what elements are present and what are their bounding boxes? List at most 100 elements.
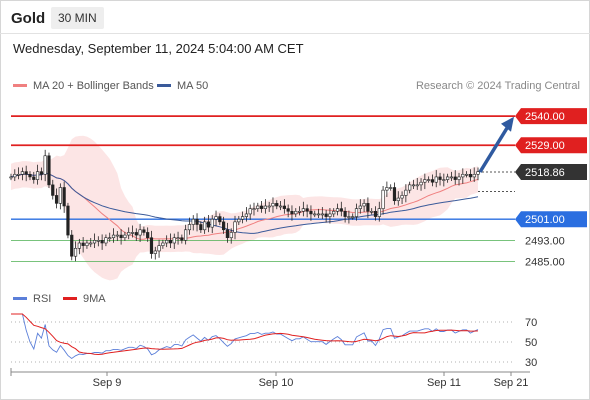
candle-body bbox=[362, 203, 366, 207]
candle-body bbox=[263, 205, 267, 209]
ma20-line bbox=[10, 172, 479, 240]
legend-ma50: MA 50 bbox=[157, 80, 208, 92]
level-label-2501.00: 2501.00 bbox=[525, 214, 565, 226]
candle-body bbox=[396, 197, 400, 202]
level-tag-2501.00 bbox=[515, 211, 587, 228]
candle-body bbox=[404, 189, 408, 196]
candle-body bbox=[28, 173, 32, 178]
candle-body bbox=[290, 210, 294, 215]
candle-body bbox=[389, 187, 393, 189]
candle-body bbox=[180, 237, 184, 241]
x-tick-label: Sep 9 bbox=[93, 377, 122, 389]
candle-body bbox=[301, 208, 305, 212]
candle-body bbox=[24, 171, 28, 175]
candle-body bbox=[146, 232, 150, 239]
candle-body bbox=[191, 218, 195, 225]
candle-body bbox=[47, 155, 51, 186]
candle-body bbox=[134, 232, 138, 236]
candle-body bbox=[165, 240, 169, 244]
candle-body bbox=[381, 189, 385, 209]
candle-body bbox=[256, 205, 260, 209]
candle-body bbox=[237, 218, 241, 223]
candle-body bbox=[81, 242, 85, 246]
candle-body bbox=[252, 208, 256, 210]
header-bar: Gold 30 MIN bbox=[0, 0, 590, 34]
candle-body bbox=[77, 242, 81, 249]
candle-body bbox=[476, 171, 480, 175]
candle-body bbox=[39, 171, 43, 175]
ma20-swatch bbox=[13, 83, 27, 87]
candle-body bbox=[385, 187, 389, 191]
ma50-swatch bbox=[157, 83, 171, 87]
candle-body bbox=[35, 171, 40, 180]
candle-body bbox=[446, 176, 450, 180]
legend-9ma-label: 9MA bbox=[83, 293, 106, 305]
candle-body bbox=[316, 213, 321, 216]
candle-body bbox=[343, 210, 347, 217]
candle-body bbox=[358, 205, 362, 209]
candle-body bbox=[142, 229, 146, 233]
candle-body bbox=[123, 234, 127, 239]
research-credit: Research © 2024 Trading Central bbox=[415, 80, 580, 92]
level-tag-2540.00 bbox=[515, 108, 587, 125]
candle-body bbox=[108, 237, 112, 240]
candle-body bbox=[218, 216, 222, 223]
candle-body bbox=[13, 173, 17, 178]
candle-body bbox=[58, 187, 62, 204]
candle-body bbox=[210, 218, 214, 228]
candle-body bbox=[271, 203, 275, 207]
level-label-2540.00: 2540.00 bbox=[525, 111, 565, 123]
candle-body bbox=[130, 232, 135, 234]
candle-body bbox=[214, 216, 218, 220]
candle-body bbox=[43, 155, 47, 175]
rsi-line bbox=[11, 313, 479, 360]
candle-body bbox=[282, 205, 286, 209]
candle-body bbox=[138, 229, 142, 236]
candle-body bbox=[339, 208, 343, 212]
ma50-line bbox=[10, 172, 479, 234]
candle-body bbox=[9, 176, 13, 179]
rsi-tick-label-70: 70 bbox=[525, 317, 537, 329]
candle-body bbox=[324, 213, 328, 217]
candle-body bbox=[320, 213, 324, 216]
candle-body bbox=[157, 245, 161, 252]
candle-body bbox=[449, 176, 454, 179]
candle-body bbox=[434, 176, 438, 183]
candle-body bbox=[70, 234, 74, 257]
candle-body bbox=[259, 205, 264, 209]
candle-body bbox=[419, 181, 423, 186]
rsi-swatch bbox=[13, 296, 27, 300]
timeframe-badge[interactable]: 30 MIN bbox=[51, 7, 104, 29]
candle-body bbox=[119, 234, 123, 239]
candle-body bbox=[370, 210, 374, 213]
level-label-2493.00: 2493.00 bbox=[525, 235, 565, 247]
level-label-2529.00: 2529.00 bbox=[525, 140, 565, 152]
forecast-arrow-shaft bbox=[478, 123, 511, 173]
candle-body bbox=[457, 176, 461, 180]
level-label-2485.00: 2485.00 bbox=[525, 257, 565, 269]
rsi-tick-label-30: 30 bbox=[525, 357, 537, 369]
candle-body bbox=[51, 184, 55, 196]
candle-body bbox=[85, 242, 89, 246]
rsi-9ma-line bbox=[11, 313, 479, 356]
candle-body bbox=[468, 173, 473, 178]
level-label-2518.86: 2518.86 bbox=[525, 167, 565, 179]
candle-body bbox=[400, 195, 404, 199]
candle-body bbox=[176, 237, 180, 240]
candle-body bbox=[411, 184, 416, 187]
candle-body bbox=[100, 240, 104, 244]
candle-body bbox=[153, 250, 157, 254]
level-tag-2529.00 bbox=[515, 137, 587, 154]
candle-body bbox=[442, 179, 446, 181]
candle-body bbox=[187, 224, 192, 231]
legend-rsi-label: RSI bbox=[33, 293, 52, 305]
candle-body bbox=[172, 237, 176, 244]
candle-body bbox=[20, 171, 24, 175]
bollinger-band bbox=[11, 135, 478, 281]
candle-body bbox=[294, 210, 298, 215]
candle-body bbox=[438, 176, 442, 180]
candle-body bbox=[149, 237, 154, 254]
candle-body bbox=[267, 205, 271, 208]
candle-body bbox=[203, 221, 207, 231]
